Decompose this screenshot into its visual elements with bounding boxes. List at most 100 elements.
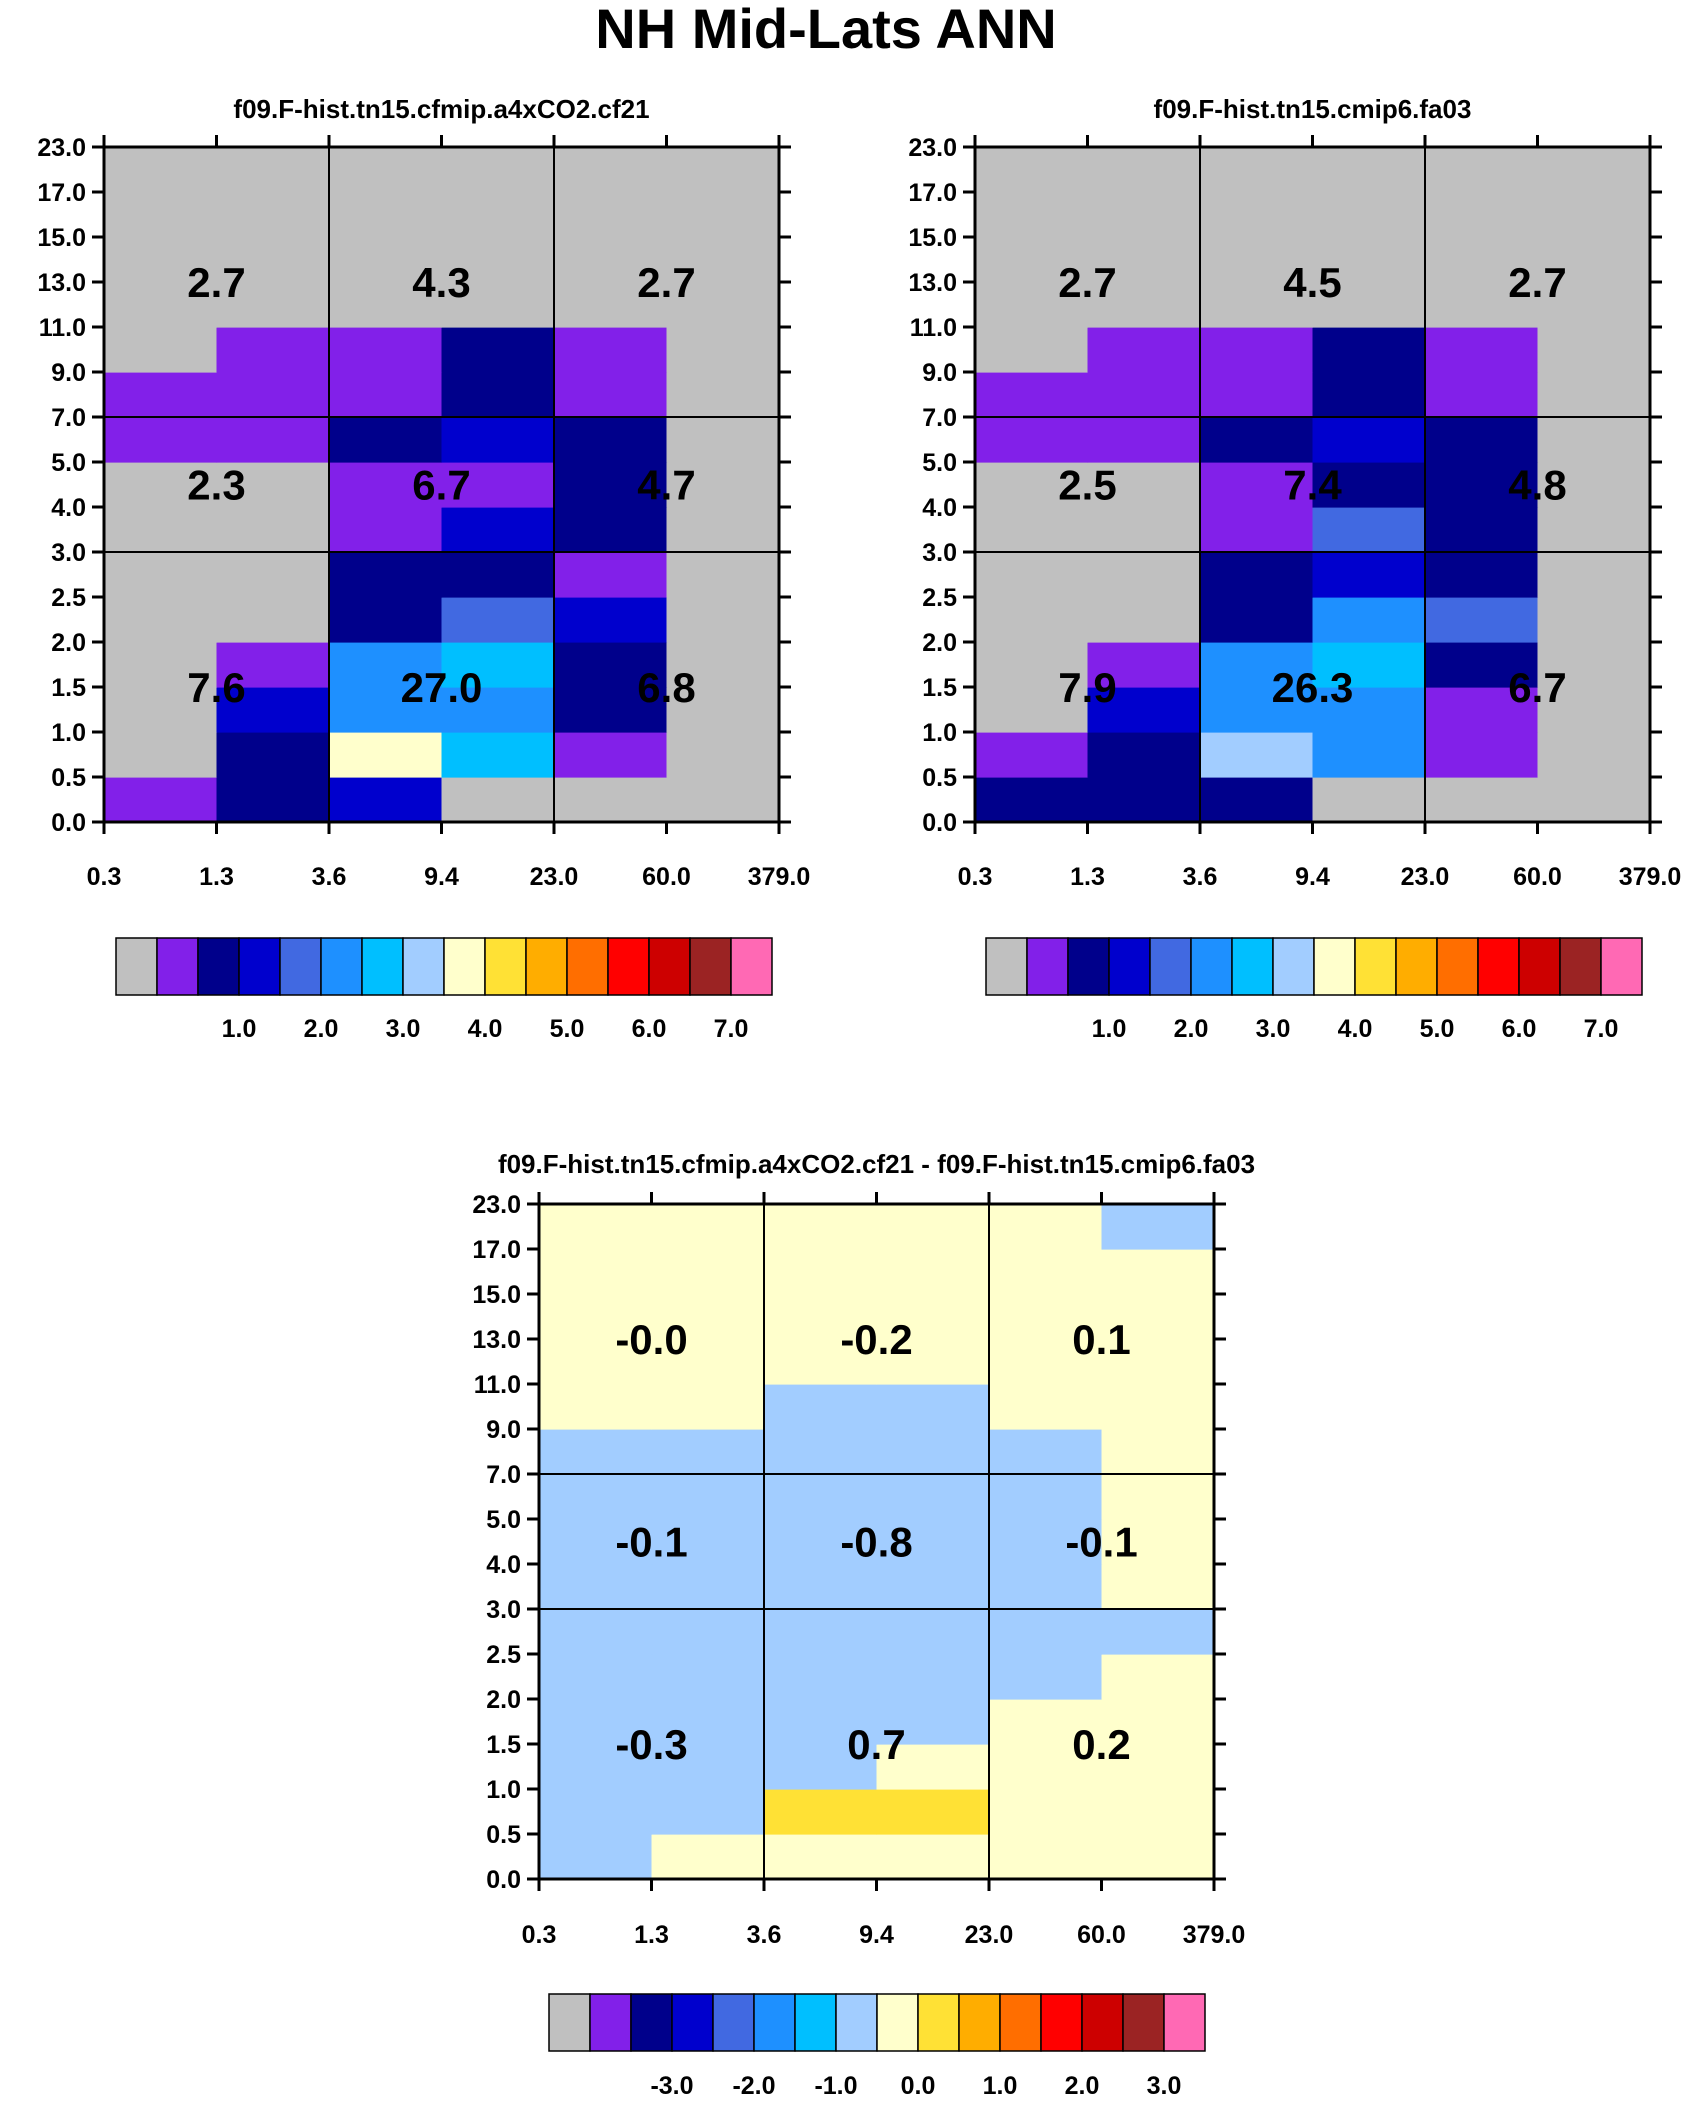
heatmap-cell <box>539 1834 653 1880</box>
colorbar-swatch <box>320 937 363 996</box>
colorbar-label: 6.0 <box>1502 1015 1537 1043</box>
colorbar-label: 1.0 <box>983 2072 1018 2100</box>
heatmap-cell <box>104 417 218 463</box>
heatmap-cell <box>764 1564 878 1610</box>
heatmap-cell <box>1200 237 1314 283</box>
heatmap-cell <box>1312 687 1426 733</box>
heatmap-cell <box>1312 552 1426 598</box>
colorbar-swatch <box>835 1993 878 2052</box>
colorbar-swatch <box>1600 937 1643 996</box>
heatmap-cell <box>651 1789 765 1835</box>
region-sum-label: 2.5 <box>1058 462 1116 509</box>
heatmap-cell <box>441 372 555 418</box>
heatmap-cell <box>554 192 668 238</box>
heatmap-cell <box>1200 777 1314 823</box>
heatmap-cell <box>975 147 1089 193</box>
y-tick-label: 2.5 <box>486 1641 521 1669</box>
heatmap-cell <box>104 282 218 328</box>
heatmap-cell <box>764 1699 878 1745</box>
heatmap-cell <box>764 1249 878 1295</box>
heatmap-cell <box>1087 417 1201 463</box>
y-tick-label: 3.0 <box>486 1596 521 1624</box>
x-tick-label: 379.0 <box>1619 863 1682 891</box>
colorbar-swatch <box>712 1993 755 2052</box>
heatmap-cell <box>539 1474 653 1520</box>
heatmap-cell <box>1312 147 1426 193</box>
heatmap-cell <box>975 552 1089 598</box>
heatmap-cell <box>1101 1204 1215 1250</box>
heatmap-cell <box>1537 372 1651 418</box>
heatmap-cell <box>764 1294 878 1340</box>
heatmap-cell <box>764 1609 878 1655</box>
heatmap-cell <box>1312 237 1426 283</box>
heatmap-cell <box>764 1789 878 1835</box>
heatmap-cell <box>1101 1699 1215 1745</box>
region-sum-label: 7.6 <box>187 664 245 711</box>
heatmap-cell <box>1087 552 1201 598</box>
colorbar-swatch <box>1108 937 1151 996</box>
y-tick-label: 23.0 <box>472 1191 521 1219</box>
heatmap-cell <box>329 777 443 823</box>
x-tick-label: 60.0 <box>1077 1921 1126 1949</box>
y-tick-label: 0.5 <box>51 764 86 792</box>
heatmap-cell <box>104 642 218 688</box>
heatmap-cell <box>1087 687 1201 733</box>
x-tick-label: 1.3 <box>199 863 234 891</box>
heatmap-cell <box>1101 1564 1215 1610</box>
colorbar-label: 2.0 <box>1065 2072 1100 2100</box>
heatmap-cell <box>441 282 555 328</box>
colorbar-swatch <box>589 1993 632 2052</box>
heatmap-cell <box>1537 597 1651 643</box>
y-tick-label: 9.0 <box>486 1416 521 1444</box>
heatmap-cell <box>989 1834 1103 1880</box>
y-tick-label: 11.0 <box>39 314 86 342</box>
y-tick-label: 7.0 <box>486 1461 521 1489</box>
heatmap-cell <box>1200 507 1314 553</box>
heatmap-cell <box>651 1699 765 1745</box>
heatmap-cell <box>1087 777 1201 823</box>
heatmap-cell <box>1425 552 1539 598</box>
heatmap-cell <box>441 507 555 553</box>
colorbar-label: 4.0 <box>468 1015 503 1043</box>
heatmap-cell <box>989 1339 1103 1385</box>
heatmap-cell <box>1101 1744 1215 1790</box>
heatmap-cell <box>666 147 780 193</box>
colorbar-swatch <box>689 937 732 996</box>
heatmap-cell <box>876 1294 990 1340</box>
region-sum-label: 0.7 <box>847 1721 905 1768</box>
y-tick-label: 9.0 <box>922 359 957 387</box>
heatmap-cell <box>1101 1384 1215 1430</box>
heatmap-cell <box>1537 147 1651 193</box>
heatmap-cell <box>1425 777 1539 823</box>
heatmap-cell <box>1200 147 1314 193</box>
colorbar-swatch <box>730 937 773 996</box>
heatmap-cell <box>441 777 555 823</box>
heatmap-cell <box>666 372 780 418</box>
colorbar-swatch <box>484 937 527 996</box>
heatmap-cell <box>975 192 1089 238</box>
colorbar-label: 0.0 <box>901 2072 936 2100</box>
colorbar-label: 7.0 <box>714 1015 749 1043</box>
heatmap-cell <box>1087 327 1201 373</box>
heatmap-cell <box>539 1699 653 1745</box>
heatmap-cell <box>1425 642 1539 688</box>
heatmap-cell <box>1425 327 1539 373</box>
heatmap-cell <box>539 1789 653 1835</box>
heatmap-cell <box>651 1834 765 1880</box>
y-tick-label: 0.0 <box>51 809 86 837</box>
colorbar-swatch <box>1354 937 1397 996</box>
colorbar-swatch <box>671 1993 714 2052</box>
heatmap-cell <box>216 147 330 193</box>
region-sum-label: 27.0 <box>401 664 483 711</box>
heatmap-cell <box>554 507 668 553</box>
colorbar-swatch <box>917 1993 960 2052</box>
colorbar-swatch <box>958 1993 1001 2052</box>
heatmap-cell <box>329 372 443 418</box>
region-sum-label: 2.7 <box>1058 259 1116 306</box>
y-tick-label: 17.0 <box>37 179 86 207</box>
heatmap-cell <box>1537 192 1651 238</box>
heatmap-cell <box>1537 327 1651 373</box>
heatmap-cell <box>1425 732 1539 778</box>
heatmap-cell <box>1200 687 1314 733</box>
heatmap-cell <box>876 1564 990 1610</box>
